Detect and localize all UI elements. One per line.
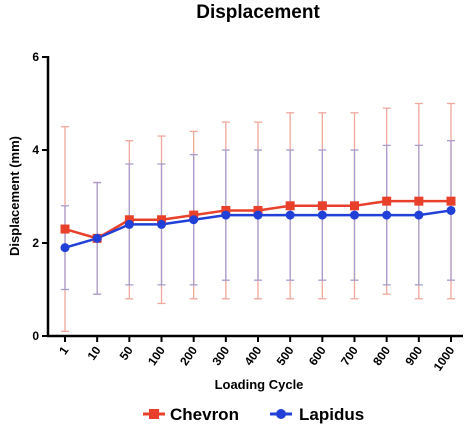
point-lapidus-400 bbox=[253, 210, 263, 220]
y-tick-label-0: 0 bbox=[32, 329, 39, 343]
point-lapidus-50 bbox=[124, 219, 134, 229]
point-chevron-800 bbox=[382, 196, 392, 206]
point-chevron-1000 bbox=[446, 196, 456, 206]
x-tick-label-200: 200 bbox=[177, 343, 200, 368]
point-lapidus-900 bbox=[414, 210, 424, 220]
x-tick-label-800: 800 bbox=[370, 343, 393, 368]
series-markers bbox=[60, 196, 456, 253]
x-tick-label-900: 900 bbox=[402, 343, 425, 368]
point-chevron-400 bbox=[253, 205, 263, 215]
x-axis-label: Loading Cycle bbox=[215, 377, 304, 392]
point-lapidus-1000 bbox=[446, 205, 456, 215]
point-chevron-200 bbox=[189, 210, 199, 220]
x-tick-label-10: 10 bbox=[84, 343, 103, 362]
point-lapidus-700 bbox=[350, 210, 359, 220]
y-tick-label-4: 4 bbox=[32, 143, 39, 157]
point-chevron-100 bbox=[157, 215, 166, 225]
x-tick-label-400: 400 bbox=[241, 343, 264, 368]
y-ticks: 0 2 4 6 bbox=[32, 50, 48, 343]
legend-marker-lapidus bbox=[276, 409, 286, 419]
point-lapidus-600 bbox=[317, 210, 327, 220]
x-tick-label-1000: 1000 bbox=[431, 343, 458, 373]
point-chevron-700 bbox=[350, 201, 359, 211]
x-ticks: 1 10 50 100 200 300 400 500 600 700 800 900 1000 bbox=[56, 336, 458, 374]
error-bars bbox=[61, 102, 455, 333]
point-chevron-500 bbox=[285, 201, 295, 211]
legend-label-chevron: Chevron bbox=[170, 405, 239, 424]
point-lapidus-200 bbox=[189, 215, 199, 225]
x-tick-label-100: 100 bbox=[145, 343, 168, 368]
y-axis-label: Displacement (mm) bbox=[7, 136, 22, 256]
point-chevron-600 bbox=[317, 201, 327, 211]
point-lapidus-10 bbox=[92, 233, 102, 243]
point-lapidus-800 bbox=[382, 210, 392, 220]
point-lapidus-100 bbox=[157, 219, 166, 229]
point-lapidus-1 bbox=[60, 243, 70, 253]
x-tick-label-1: 1 bbox=[56, 343, 71, 357]
axes bbox=[46, 56, 463, 338]
y-tick-label-2: 2 bbox=[32, 236, 39, 250]
x-tick-label-500: 500 bbox=[274, 343, 297, 368]
point-chevron-1 bbox=[60, 224, 70, 234]
point-chevron-50 bbox=[124, 215, 134, 225]
point-chevron-900 bbox=[414, 196, 424, 206]
point-lapidus-500 bbox=[285, 210, 295, 220]
point-chevron-300 bbox=[221, 205, 231, 215]
x-tick-label-300: 300 bbox=[209, 343, 232, 368]
x-tick-label-50: 50 bbox=[117, 343, 136, 362]
x-tick-label-600: 600 bbox=[306, 343, 329, 368]
legend-label-lapidus: Lapidus bbox=[299, 405, 364, 424]
point-lapidus-300 bbox=[221, 210, 231, 220]
x-tick-label-700: 700 bbox=[338, 343, 361, 368]
legend-marker-chevron bbox=[149, 409, 159, 419]
y-tick-label-6: 6 bbox=[32, 50, 39, 64]
legend: Chevron Lapidus bbox=[143, 405, 364, 424]
chart-title: Displacement bbox=[196, 2, 320, 23]
